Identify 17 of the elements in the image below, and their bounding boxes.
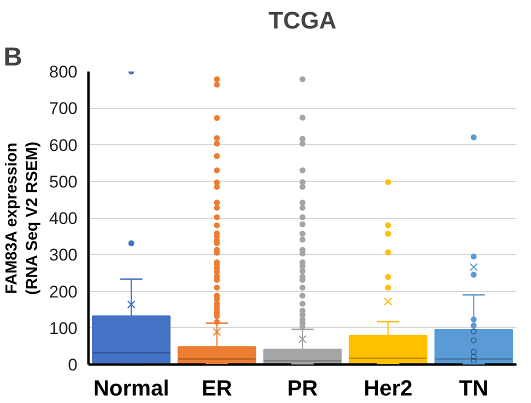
text: B [4, 42, 22, 72]
y-tick-label: 800 [49, 62, 78, 82]
y-tick-label: 400 [49, 209, 78, 228]
chart-title: TCGA [268, 8, 337, 34]
y-tick-label: 200 [49, 282, 78, 302]
y-tick-label: 700 [49, 99, 78, 118]
x-tick-label: PR [287, 376, 318, 400]
x-tick-label: TN [459, 376, 488, 400]
y-tick-label: 0 [68, 356, 78, 374]
x-tick-label: Normal [93, 376, 170, 400]
y-tick-label: 600 [49, 136, 78, 155]
y-tick-label: 500 [49, 172, 78, 192]
y-axis-title: FAM83A expression (RNA Seq V2 RSEM) [4, 142, 42, 295]
y-tick-label: 300 [49, 246, 78, 265]
x-tick-label: ER [202, 376, 232, 400]
x-tick-label: Her2 [364, 376, 413, 400]
y-tick-label: 100 [49, 318, 78, 338]
